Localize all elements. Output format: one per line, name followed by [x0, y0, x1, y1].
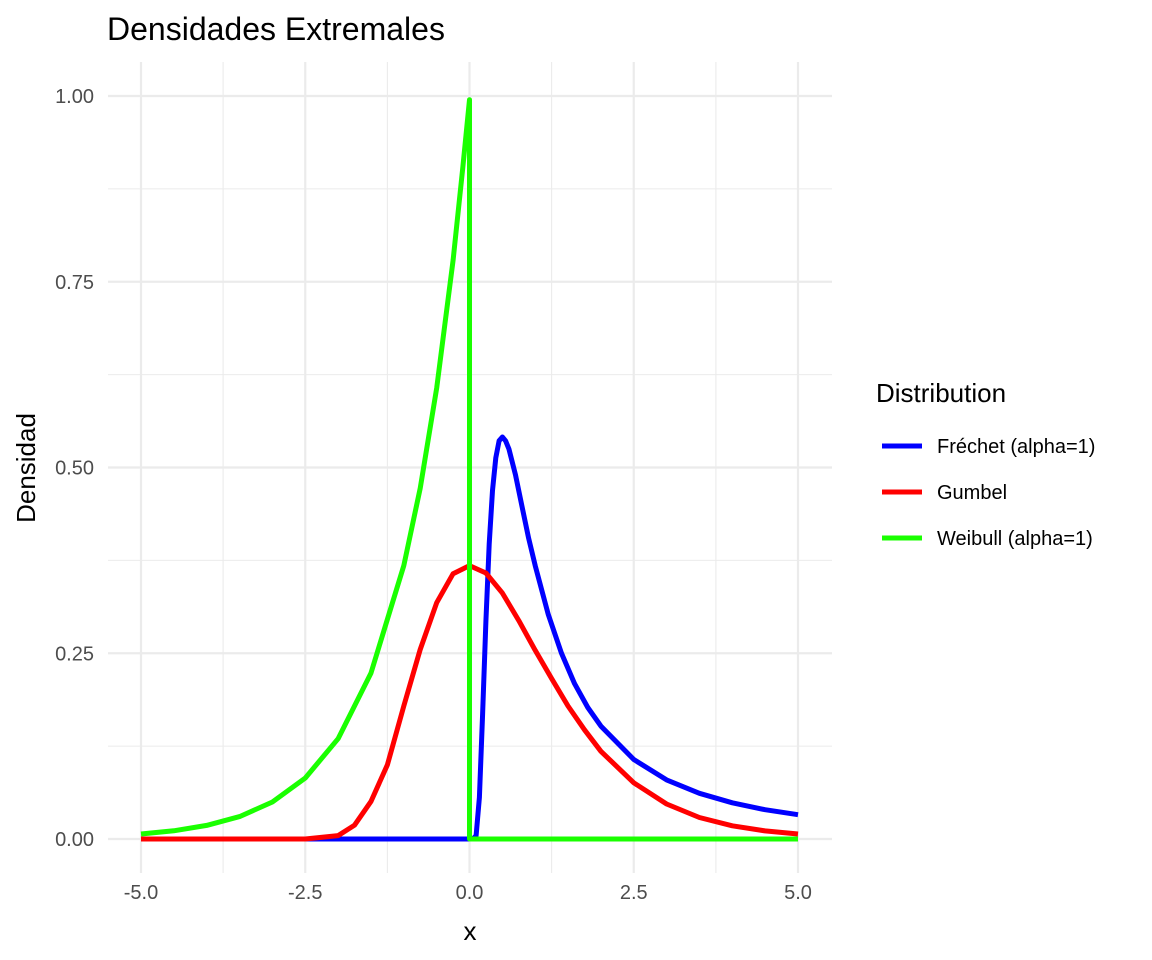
y-axis-title: Densidad: [11, 413, 41, 523]
legend: Distribution Fréchet (alpha=1) Gumbel Weib…: [876, 378, 1095, 550]
legend-entries: Fréchet (alpha=1) Gumbel Weibull (alpha=1): [882, 436, 1095, 550]
y-tick-label: 1.00: [55, 86, 94, 108]
series-line-1: [141, 563, 799, 842]
series-line-2: [140, 97, 798, 842]
y-tick-label: 0.50: [55, 458, 94, 480]
x-tick-label: 0.0: [456, 882, 484, 904]
x-tick-label: 2.5: [620, 882, 648, 904]
x-axis-title: x: [464, 916, 477, 946]
series-line-0: [141, 434, 799, 842]
y-tick-label: 0.75: [55, 272, 94, 294]
y-tick-label: 0.25: [55, 643, 94, 665]
series-lines: [140, 97, 799, 842]
x-tick-label: -2.5: [288, 882, 322, 904]
x-axis-ticks: -5.0 -2.5 0.0 2.5 5.0: [124, 882, 812, 904]
x-tick-label: -5.0: [124, 882, 158, 904]
y-axis-ticks: 0.00 0.25 0.50 0.75 1.00: [55, 86, 94, 851]
legend-label-1: Gumbel: [937, 482, 1007, 504]
legend-title: Distribution: [876, 378, 1006, 408]
legend-label-2: Weibull (alpha=1): [937, 528, 1093, 550]
chart-title: Densidades Extremales: [107, 11, 445, 47]
x-tick-label: 5.0: [784, 882, 812, 904]
legend-label-0: Fréchet (alpha=1): [937, 436, 1095, 458]
y-tick-label: 0.00: [55, 829, 94, 851]
